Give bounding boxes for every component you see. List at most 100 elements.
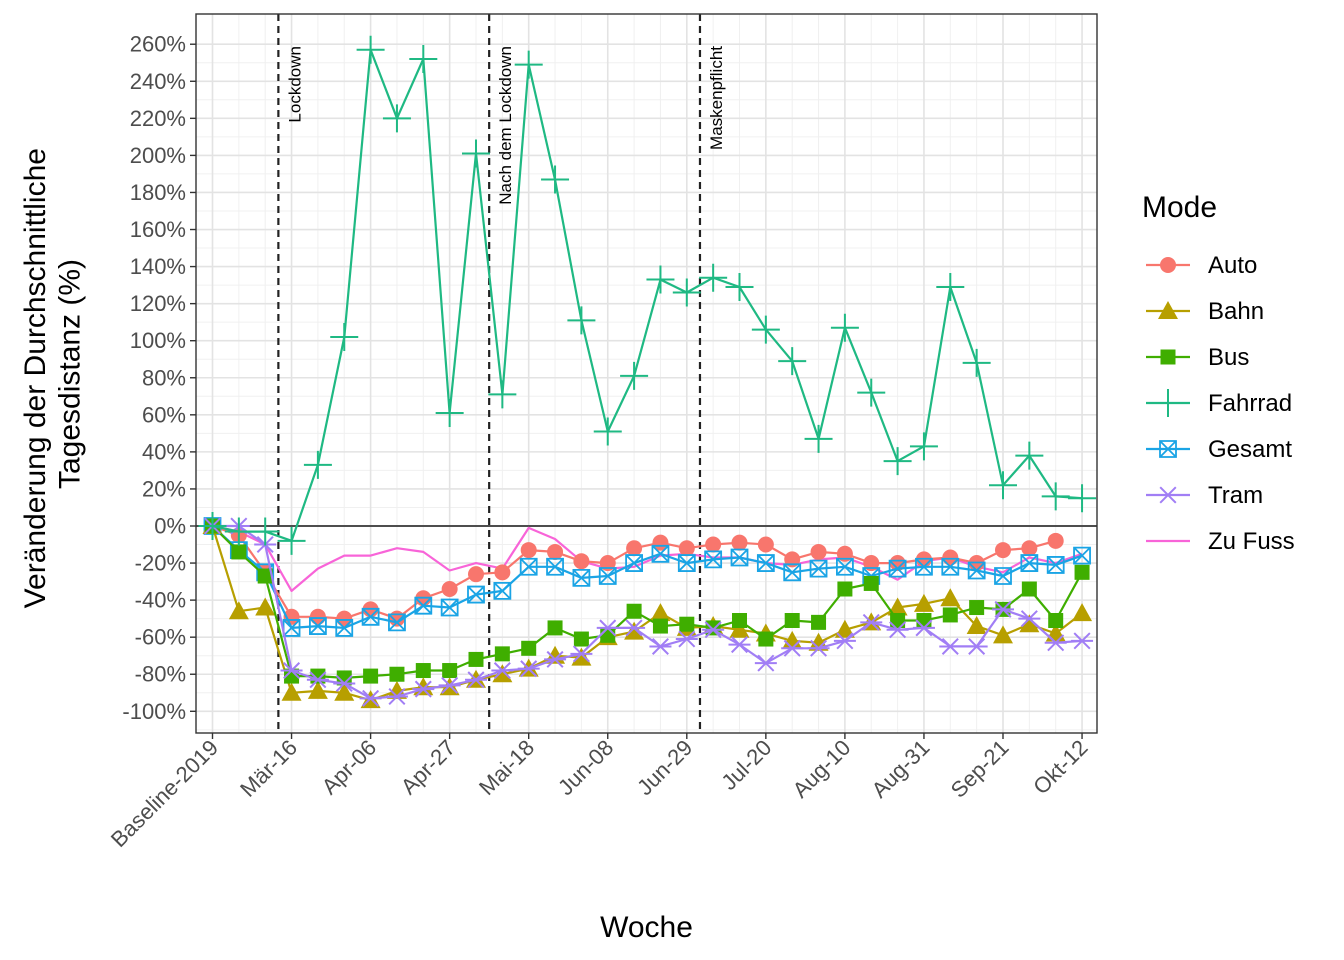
data-point xyxy=(336,670,352,686)
data-point xyxy=(702,621,725,639)
data-point xyxy=(833,632,856,650)
data-point xyxy=(731,534,748,551)
data-point xyxy=(939,637,962,655)
data-point xyxy=(890,613,906,629)
legend-label: Fahrrad xyxy=(1208,390,1292,417)
legend-label: Auto xyxy=(1208,252,1257,279)
data-point xyxy=(306,671,329,689)
data-point xyxy=(756,554,775,572)
data-point xyxy=(567,306,596,335)
event-markers: Lockdown Nach dem Lockdown Maskenpflicht xyxy=(277,14,726,733)
y-tick-label: -100% xyxy=(122,699,186,724)
data-point xyxy=(1015,441,1044,470)
data-point xyxy=(965,637,988,655)
event-label: Nach dem Lockdown xyxy=(496,46,515,205)
data-point xyxy=(888,559,907,578)
x-tick-label: Jun-08 xyxy=(553,735,618,800)
data-point xyxy=(810,543,827,560)
x-tick-label: Jun-29 xyxy=(632,735,697,800)
data-point xyxy=(1048,613,1064,629)
data-point xyxy=(1041,482,1070,511)
x-axis: Baseline-2019 Mär-16 Apr-06 Apr-27 Mai-18 Jun… xyxy=(106,733,1093,852)
data-point xyxy=(729,619,750,638)
legend-label: Gesamt xyxy=(1208,436,1292,463)
data-point xyxy=(255,597,276,616)
data-point xyxy=(807,639,830,657)
data-point xyxy=(438,676,461,694)
y-tick-label: 200% xyxy=(130,143,186,168)
data-point xyxy=(333,674,356,693)
data-point xyxy=(863,555,880,572)
data-point xyxy=(467,585,485,604)
data-point xyxy=(704,550,723,569)
data-point xyxy=(1071,632,1094,650)
data-point xyxy=(995,542,1011,559)
data-point xyxy=(1158,301,1178,319)
data-point xyxy=(517,660,540,678)
data-point xyxy=(863,575,879,591)
y-tick-label: 240% xyxy=(130,69,186,94)
data-point xyxy=(705,536,722,553)
legend-item-auto: Auto xyxy=(1146,252,1257,279)
data-point xyxy=(415,663,431,679)
data-point xyxy=(649,637,672,655)
data-point xyxy=(912,619,935,637)
data-point xyxy=(544,650,567,668)
data-point xyxy=(728,636,751,654)
legend-label: Bus xyxy=(1208,344,1249,371)
data-point xyxy=(441,581,458,598)
data-point xyxy=(468,651,484,667)
series-fahrrad xyxy=(198,35,1097,555)
data-point xyxy=(593,417,622,446)
data-point xyxy=(778,347,807,376)
series-line xyxy=(212,48,1083,542)
x-tick-label: Mai-18 xyxy=(474,735,539,800)
data-point xyxy=(1046,556,1065,574)
data-point xyxy=(363,668,379,684)
y-tick-label: -40% xyxy=(135,588,186,613)
data-point xyxy=(1019,614,1040,633)
data-point xyxy=(804,424,833,453)
data-point xyxy=(334,682,355,701)
data-point xyxy=(251,517,280,546)
data-point xyxy=(309,608,326,625)
panel-border xyxy=(195,13,1098,734)
data-point xyxy=(1154,389,1182,417)
data-point xyxy=(834,619,855,638)
y-tick-label: 220% xyxy=(130,106,186,131)
data-point xyxy=(751,315,780,344)
data-point xyxy=(860,613,883,631)
data-point xyxy=(836,545,853,562)
data-point xyxy=(414,596,433,615)
data-point xyxy=(887,597,908,616)
data-point xyxy=(989,471,1017,500)
legend-label: Bahn xyxy=(1208,298,1264,325)
data-point xyxy=(277,526,306,555)
data-point xyxy=(913,593,934,612)
data-point xyxy=(625,554,643,572)
data-point xyxy=(626,603,642,619)
data-point xyxy=(652,618,668,634)
data-point xyxy=(994,567,1012,585)
panel-background xyxy=(196,14,1097,733)
data-point xyxy=(440,598,459,617)
data-point xyxy=(941,557,960,576)
event-label: Maskenpflicht xyxy=(707,46,726,150)
data-point xyxy=(940,588,961,607)
data-point xyxy=(303,450,332,479)
y-tick-label: 260% xyxy=(130,32,186,57)
data-point xyxy=(651,544,670,563)
data-point xyxy=(280,662,303,680)
y-tick-label: 160% xyxy=(130,217,186,242)
data-point xyxy=(228,601,249,620)
data-point xyxy=(570,645,593,663)
y-tick-label: -60% xyxy=(135,625,186,650)
data-point xyxy=(883,447,912,476)
y-tick-label: 140% xyxy=(130,254,186,279)
data-point xyxy=(599,555,616,572)
data-point xyxy=(916,613,932,629)
data-point xyxy=(488,380,517,409)
data-point xyxy=(942,607,958,623)
data-point xyxy=(547,620,563,636)
